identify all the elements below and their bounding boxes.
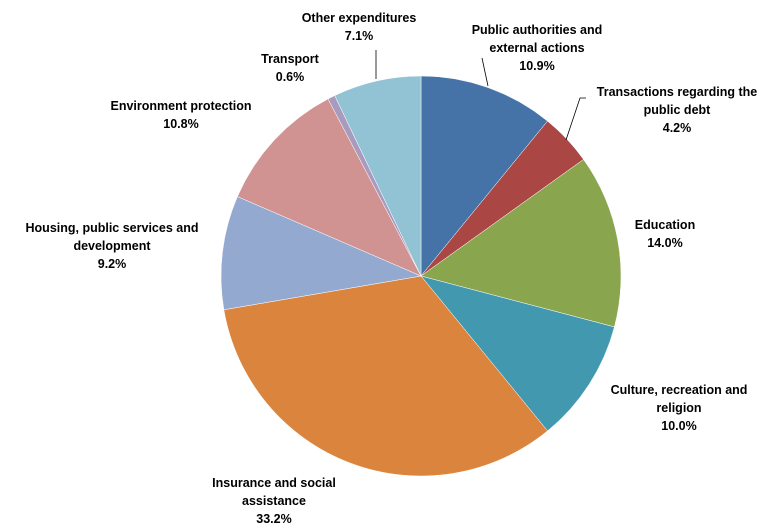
slice-label: Education 14.0% [635, 218, 695, 250]
slice-label-line: external actions [489, 41, 584, 55]
leader-lines [375, 50, 586, 141]
slice-label-line: public debt [644, 103, 712, 117]
slice-label: Public authorities and external actions 10… [472, 23, 603, 73]
pie-slice [420, 159, 622, 328]
slice-label-line: Environment protection [111, 99, 252, 113]
slice-label-line: Transport [261, 52, 319, 66]
slice-label: Other expenditures 7.1% [302, 11, 417, 43]
slice-label-line: Insurance and social [212, 476, 336, 490]
slice-label: Transport 0.6% [261, 52, 319, 84]
slice-value: 7.1% [345, 29, 374, 43]
slice-value: 4.2% [663, 121, 692, 135]
slice-label-line: development [73, 239, 151, 253]
slice-label-line: religion [656, 401, 701, 415]
slice-value: 0.6% [276, 70, 305, 84]
slice-label: Housing, public services and development 9… [26, 221, 199, 271]
slice-value: 10.8% [163, 117, 198, 131]
slice-label: Transactions regarding the public debt 4.2… [597, 85, 758, 135]
slice-value: 33.2% [256, 512, 291, 526]
slice-value: 10.9% [519, 59, 554, 73]
slice-label: Culture, recreation and religion 10.0% [611, 383, 748, 433]
pie-slices [220, 75, 622, 477]
slice-labels: Public authorities and external actions 10… [26, 11, 758, 526]
slice-value: 9.2% [98, 257, 127, 271]
pie-slice [420, 275, 615, 432]
pie-slice [420, 75, 548, 277]
pie-slice [220, 196, 422, 311]
slice-label: Insurance and social assistance 33.2% [212, 476, 336, 526]
slice-label-line: assistance [242, 494, 306, 508]
leader-line [481, 57, 489, 87]
leader-line [565, 97, 586, 141]
pie-slice [237, 98, 422, 277]
pie-slice [334, 75, 422, 277]
slice-label-line: Other expenditures [302, 11, 417, 25]
slice-label-line: Culture, recreation and [611, 383, 748, 397]
slice-label: Environment protection 10.8% [111, 99, 252, 131]
slice-value: 10.0% [661, 419, 696, 433]
pie-slice [223, 275, 548, 477]
slice-label-line: Housing, public services and [26, 221, 199, 235]
slice-label-line: Education [635, 218, 695, 232]
slice-label-line: Public authorities and [472, 23, 603, 37]
slice-value: 14.0% [647, 236, 682, 250]
slice-label-line: Transactions regarding the [597, 85, 758, 99]
